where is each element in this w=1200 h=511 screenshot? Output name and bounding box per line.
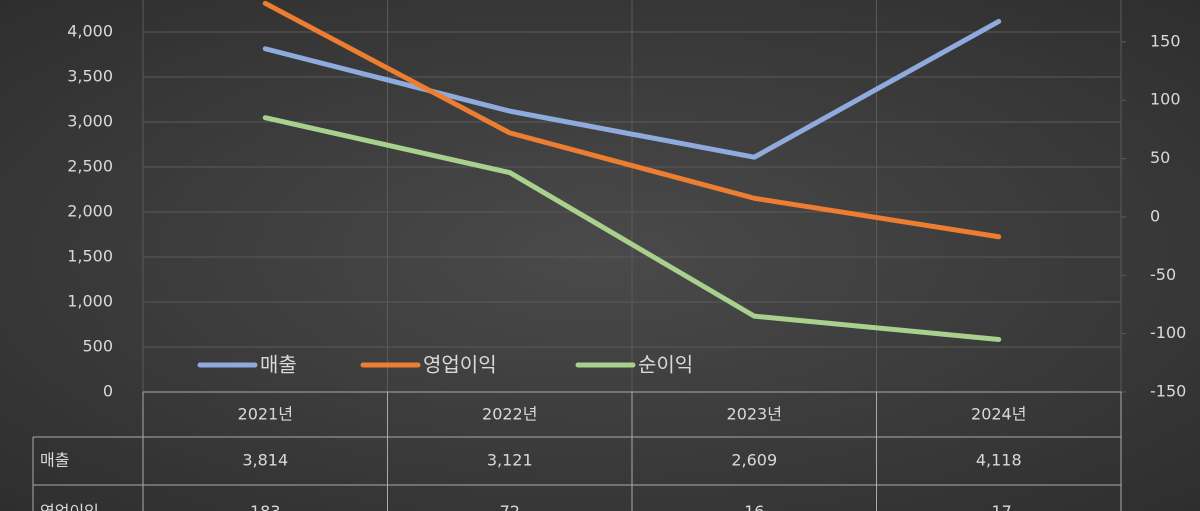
series-line [262,115,1002,342]
table-row-label: 매출 [40,451,69,470]
series-line [262,0,1002,240]
y2-tick-label: 50 [1150,148,1170,167]
table-cell: 3,121 [487,451,533,470]
table-cell: 4,118 [976,451,1022,470]
y-tick-label: 3,000 [67,112,113,131]
y-tick-label: 2,000 [67,202,113,221]
series-line [262,18,1002,160]
y2-tick-label: 100 [1150,90,1181,109]
y-tick-label: 500 [82,337,113,356]
y-tick-label: 1,000 [67,292,113,311]
table-header: 2022년 [482,405,537,424]
y2-tick-label: -150 [1150,382,1186,401]
table-cell: 3,814 [242,451,288,470]
table-cell: 72 [500,502,520,511]
y-tick-label: 4,000 [67,22,113,41]
y2-tick-label: 0 [1150,206,1160,225]
table-header: 2021년 [238,405,293,424]
y2-tick-label: -50 [1150,265,1176,284]
y2-tick-label: -100 [1150,323,1186,342]
table-cell: -17 [986,502,1012,511]
table-row-label: 영업이익 [40,502,99,511]
y-tick-label: 3,500 [67,67,113,86]
y-tick-label: 1,500 [67,247,113,266]
table-cell: 2,609 [731,451,777,470]
legend-label: 영업이익 [423,353,497,377]
legend-label: 순이익 [638,353,693,377]
table-cell: 183 [250,502,281,511]
table-header: 2023년 [727,405,782,424]
y-tick-label: 0 [103,382,113,401]
y2-tick-label: 150 [1150,31,1181,50]
table-header: 2024년 [971,405,1026,424]
table-cell: 16 [744,502,764,511]
y-tick-label: 2,500 [67,157,113,176]
legend-label: 매출 [260,353,297,377]
